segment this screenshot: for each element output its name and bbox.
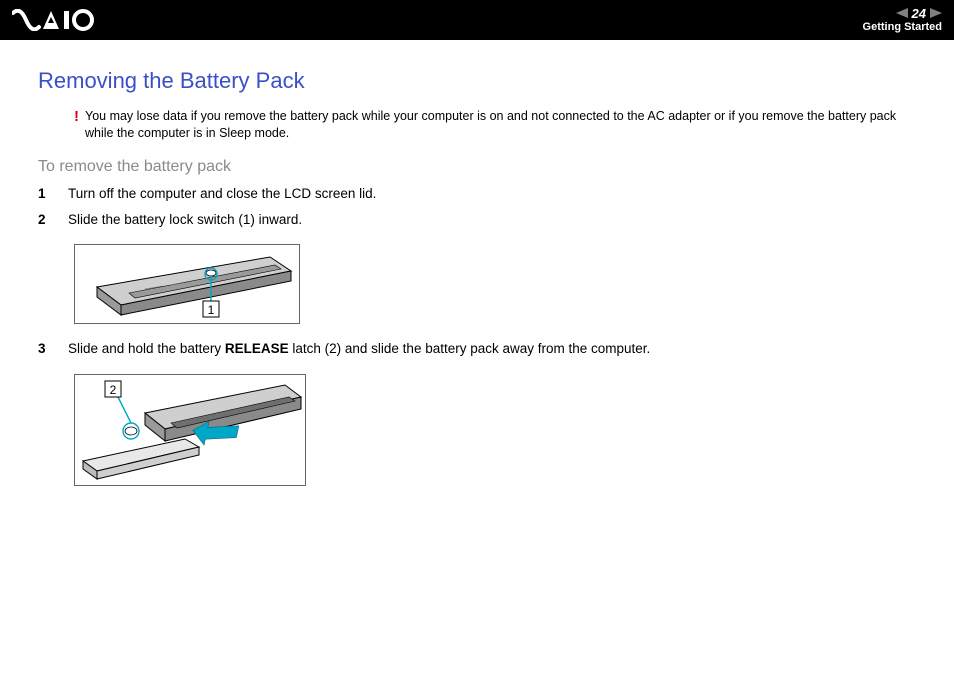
figure-lock-switch: 1 bbox=[74, 244, 300, 324]
step-text-fragment: Slide the battery lock switch (1) inward… bbox=[68, 212, 302, 227]
warning-note: ! You may lose data if you remove the ba… bbox=[74, 108, 920, 142]
section-title: Getting Started bbox=[863, 21, 942, 34]
page-nav: 24 bbox=[863, 6, 942, 22]
warning-icon: ! bbox=[74, 108, 79, 142]
step-text-fragment: Turn off the computer and close the LCD … bbox=[68, 186, 376, 201]
step-number: 2 bbox=[38, 210, 52, 230]
nav-prev-icon[interactable] bbox=[896, 6, 908, 22]
nav-next-icon[interactable] bbox=[930, 6, 942, 22]
procedure-heading-text: To remove the battery pack bbox=[38, 158, 231, 175]
vaio-logo bbox=[12, 9, 108, 31]
procedure-heading: To remove the battery pack bbox=[38, 158, 920, 176]
step-item: 3 Slide and hold the battery RELEASE lat… bbox=[38, 339, 920, 359]
step-text: Slide the battery lock switch (1) inward… bbox=[68, 210, 920, 230]
steps-list: 1 Turn off the computer and close the LC… bbox=[38, 184, 920, 501]
callout-2-label: 2 bbox=[110, 383, 117, 397]
step-number: 3 bbox=[38, 339, 52, 359]
step-number: 1 bbox=[38, 184, 52, 204]
step-item: 1 Turn off the computer and close the LC… bbox=[38, 184, 920, 204]
callout-1-label: 1 bbox=[208, 303, 215, 317]
header-bar: 24 Getting Started bbox=[0, 0, 954, 40]
figure-release-latch: 2 bbox=[74, 374, 306, 486]
page-title: Removing the Battery Pack bbox=[38, 68, 920, 94]
step-text-fragment: Slide and hold the battery bbox=[68, 341, 225, 356]
step-text-fragment: latch (2) and slide the battery pack awa… bbox=[289, 341, 651, 356]
page-number: 24 bbox=[912, 6, 926, 22]
step-item: 2 Slide the battery lock switch (1) inwa… bbox=[38, 210, 920, 230]
page-title-text: Removing the Battery Pack bbox=[38, 68, 305, 93]
step-text: Slide and hold the battery RELEASE latch… bbox=[68, 339, 920, 359]
warning-text: You may lose data if you remove the batt… bbox=[85, 108, 920, 142]
page-content: Removing the Battery Pack ! You may lose… bbox=[0, 40, 954, 521]
step-text-bold: RELEASE bbox=[225, 341, 289, 356]
header-right: 24 Getting Started bbox=[863, 6, 942, 35]
step-text: Turn off the computer and close the LCD … bbox=[68, 184, 920, 204]
